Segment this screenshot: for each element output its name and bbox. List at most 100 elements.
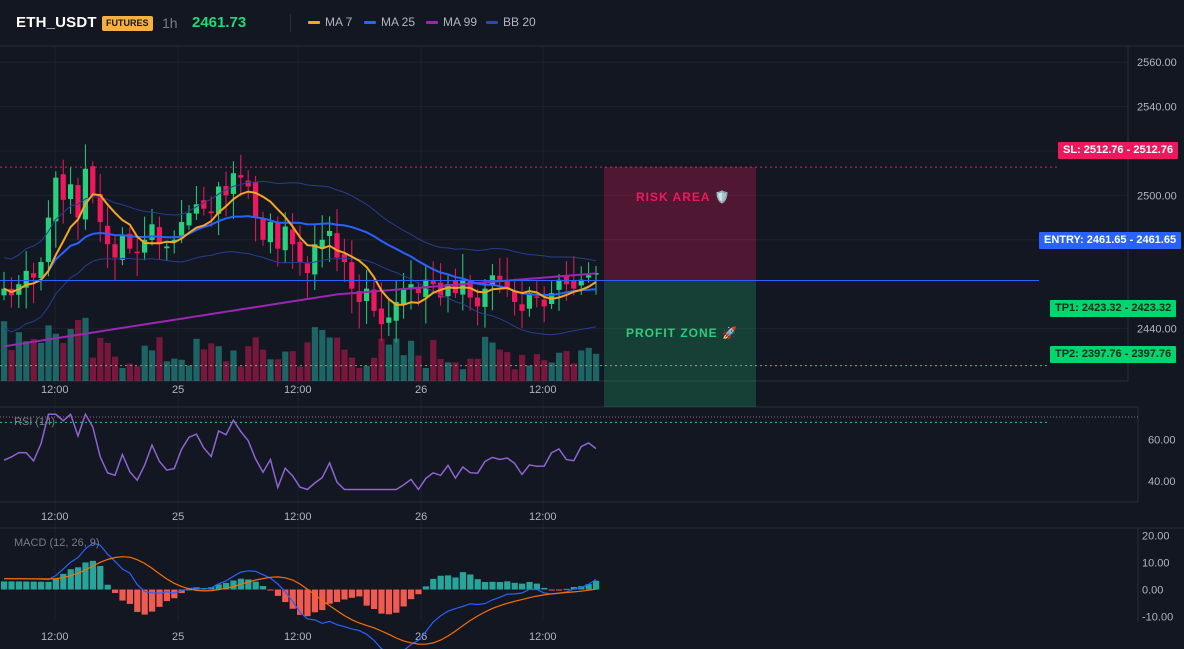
macd-histogram-bar [126,589,133,604]
volume-bar [15,332,22,381]
time-axis-tick: 12:00 [284,631,312,643]
volume-bar [141,345,148,381]
macd-histogram-bar [385,589,392,615]
volume-bar [1,321,8,381]
price-axis-tick: 2500.00 [1137,190,1177,202]
candle-body [571,280,577,289]
macd-histogram-bar [511,582,518,590]
volume-bar [30,338,37,381]
symbol-name[interactable]: ETH_USDT [16,14,97,31]
candle-body [23,270,29,288]
volume-bar [585,347,592,381]
legend-ma99[interactable]: MA 99 [426,15,477,29]
candle-body [364,288,370,302]
macd-histogram-bar [267,589,274,591]
price-axis-tick: 2560.00 [1137,57,1177,69]
volume-bar [496,349,503,381]
legend-ma25[interactable]: MA 25 [364,15,415,29]
candle-body [119,235,125,260]
macd-histogram-bar [149,589,156,612]
macd-histogram-bar [533,583,540,590]
macd-histogram-bar [260,586,267,590]
candle-body [68,184,74,200]
legend-ma7[interactable]: MA 7 [308,15,352,29]
volume-bar [23,341,30,381]
time-axis-tick: 25 [172,631,184,643]
legend-ma25-label: MA 25 [381,15,416,29]
rsi-axis-tick: 40.00 [1148,476,1176,488]
macd-histogram-bar [112,589,119,593]
macd-histogram-bar [215,584,222,590]
volume-bar [459,369,466,381]
volume-bar [548,362,555,381]
candle-body [423,279,429,298]
volume-bar [393,338,400,381]
macd-histogram-bar [223,582,230,590]
volume-bar [126,363,133,381]
candle-body [297,241,303,262]
candle-body [179,222,185,236]
volume-bar [319,329,326,381]
volume-bar [445,362,452,381]
candle-body [149,224,155,240]
volume-bar [363,366,370,381]
legend-bb20[interactable]: BB 20 [486,15,536,29]
ma25-swatch [364,20,376,24]
volume-bar [533,354,540,381]
candle-body [556,279,562,290]
macd-histogram-bar [334,589,341,603]
volume-bar [504,352,511,381]
candle-body [386,317,392,323]
signal-line [4,556,597,645]
candle-body [208,211,214,214]
macd-histogram-bar [75,567,82,590]
volume-bar [556,352,563,381]
macd-histogram-bar [556,589,563,591]
rsi-axis-tick: 60.00 [1148,434,1176,446]
chart-header: ETH_USDT FUTURES 1h 2461.73 MA 7 MA 25 M… [0,0,1184,46]
volume-bar [163,361,170,381]
volume-bar [526,365,533,381]
candle-body [519,304,525,311]
time-axis-tick: 12:00 [41,511,69,523]
ma25-line [3,215,597,297]
volume-bar [400,355,407,381]
macd-histogram-bar [30,581,37,590]
price-axis-tick: 2540.00 [1137,102,1177,114]
macd-histogram-bar [593,580,600,590]
candle-body [193,204,199,214]
macd-histogram-bar [356,589,363,597]
bb-swatch [486,20,498,24]
candle-body [282,226,288,251]
volume-bar [511,369,518,381]
volume-bar [193,338,200,381]
candle-body [408,284,414,290]
ma7-swatch [308,20,320,24]
macd-histogram-bar [297,589,304,615]
candle-body [267,222,273,243]
legend-bb-label: BB 20 [503,15,536,29]
volume-bar [245,346,252,381]
candle-body [563,275,569,285]
macd-histogram-bar [156,589,163,607]
volume-bar [341,349,348,381]
macd-histogram-bar [274,589,281,596]
volume-bar [75,319,82,381]
volume-bar [200,349,207,381]
candle-body [253,182,259,218]
macd-histogram-bar [171,589,178,599]
macd-histogram-bar [519,583,526,590]
interval-label[interactable]: 1h [162,15,178,31]
macd-line [4,542,597,649]
candle-body [304,263,310,274]
volume-bar [178,359,185,381]
macd-histogram-bar [371,589,378,609]
macd-histogram-bar [326,589,333,604]
risk-area-label: RISK AREA 🛡️ [636,190,731,204]
candle-body [275,221,281,249]
volume-bar [156,337,163,381]
legend-ma7-label: MA 7 [325,15,353,29]
volume-bar [89,357,96,381]
tp2-tag: TP2: 2397.76 - 2397.76 [1050,346,1177,363]
